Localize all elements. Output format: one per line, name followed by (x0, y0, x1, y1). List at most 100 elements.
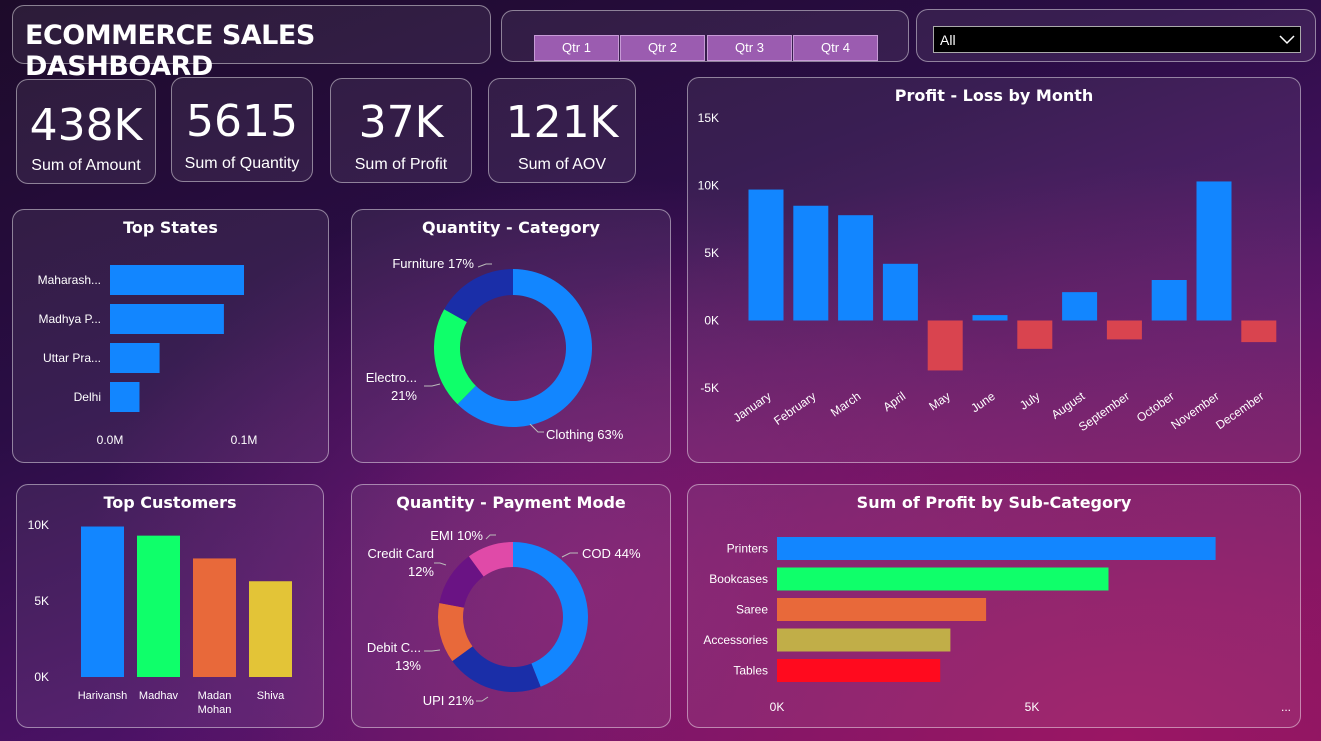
bar (777, 567, 1109, 591)
bar (110, 304, 224, 334)
chevron-down-icon (1279, 35, 1295, 45)
kpi-value: 438K (29, 100, 143, 151)
tick-label: 0.1M (231, 433, 258, 447)
kpi-card-amount: 438K Sum of Amount (16, 79, 156, 184)
x-tick-label: July (1017, 389, 1043, 413)
donut-slice (457, 269, 592, 427)
x-tick-label: April (880, 389, 908, 414)
filter-dropdown[interactable]: All (933, 26, 1301, 53)
donut-slice (513, 542, 588, 687)
top-customers-chart: Top Customers 10K 5K 0K Harivansh Madhav Mada… (16, 484, 324, 728)
x-tick-label: December (1213, 389, 1266, 432)
x-tick-label: May (926, 389, 953, 413)
bar (777, 598, 987, 621)
donut-slice (444, 269, 513, 322)
top-states-chart: Top States Maharash... Madhya P... Uttar P… (12, 209, 329, 463)
chart-title: Quantity - Payment Mode (396, 493, 626, 512)
chart-title: Top Customers (103, 493, 237, 512)
leader-line (424, 383, 441, 387)
more-indicator: ... (1281, 700, 1291, 714)
profit-loss-month-chart: Profit - Loss by Month 15K 10K 5K 0K -5K Janu… (687, 77, 1301, 463)
quarter-button-3[interactable]: Qtr 3 (707, 35, 792, 61)
bar (777, 659, 941, 682)
bar (193, 558, 236, 677)
kpi-card-quantity: 5615 Sum of Quantity (171, 77, 313, 182)
leader-line (434, 562, 447, 566)
kpi-label: Sum of Profit (354, 156, 448, 173)
x-tick-label: Harivansh (78, 690, 128, 702)
leader-line (477, 263, 492, 268)
kpi-value: 5615 (186, 96, 298, 147)
bar (1241, 320, 1277, 343)
bar (838, 215, 874, 321)
x-tick-label: Mohan (198, 704, 232, 716)
quarter-button-4[interactable]: Qtr 4 (793, 35, 878, 61)
donut-slice (439, 556, 484, 608)
bar (1151, 280, 1187, 321)
x-tick-label: January (731, 389, 774, 425)
chart-title: Top States (123, 218, 218, 237)
kpi-card-profit: 37K Sum of Profit (330, 78, 472, 183)
page-title: ECOMMERCE SALES DASHBOARD (25, 20, 315, 82)
x-tick-label: August (1049, 389, 1088, 422)
bar (249, 581, 292, 677)
category-label: Delhi (74, 390, 101, 404)
kpi-label: Sum of Quantity (184, 155, 300, 172)
x-tick-label: Shiva (257, 690, 285, 702)
category-label: Maharash... (38, 273, 101, 287)
bar (1106, 320, 1142, 340)
category-label: Saree (736, 603, 768, 617)
leader-line (476, 696, 489, 702)
bar (748, 189, 784, 321)
leader-line (529, 423, 544, 433)
bar (927, 320, 963, 371)
x-tick-label: March (828, 389, 863, 420)
bar (1196, 181, 1232, 321)
kpi-value: 121K (505, 97, 619, 148)
x-tick-label: June (968, 389, 998, 416)
kpi-value: 37K (358, 97, 444, 148)
bar (110, 343, 160, 373)
profit-subcategory-plot: Printers Bookcases Saree Accessories Tables 0… (703, 537, 1291, 714)
quantity-category-plot: Clothing 63% Electro... 21% Furniture 17% (366, 256, 624, 442)
bar (882, 263, 918, 321)
slice-label: Debit C... (367, 640, 421, 655)
category-label: Madhya P... (39, 312, 101, 326)
category-label: Printers (727, 542, 768, 556)
bar (777, 537, 1216, 560)
donut-slice (468, 542, 513, 577)
y-tick-label: 10K (698, 179, 719, 193)
bar (1017, 320, 1053, 349)
x-tick-label: Madhav (139, 690, 179, 702)
quarter-button-1[interactable]: Qtr 1 (534, 35, 619, 61)
title-card: ECOMMERCE SALES DASHBOARD (12, 5, 491, 82)
donut-slice (438, 602, 473, 662)
quarter-button-2[interactable]: Qtr 2 (620, 35, 705, 61)
top-customers-plot: 10K 5K 0K Harivansh Madhav Madan Mohan Shiva (28, 518, 292, 716)
y-tick-label: 5K (704, 246, 719, 260)
x-tick-label: Madan (198, 690, 232, 702)
bar (972, 315, 1008, 321)
donut-slice (452, 646, 541, 692)
category-label: Accessories (703, 633, 768, 647)
bar (793, 205, 829, 321)
y-tick-label: 0K (704, 314, 719, 328)
slice-label: Credit Card (368, 546, 434, 561)
top-states-plot: Maharash... Madhya P... Uttar Pra... Delhi 0… (38, 265, 258, 447)
quarter-slicer: Qtr 1 Qtr 2 Qtr 3 Qtr 4 (501, 10, 909, 62)
leader-line (485, 534, 496, 540)
tick-label: 5K (1025, 700, 1040, 714)
donut-slice (434, 309, 476, 405)
bar (110, 382, 140, 412)
x-tick-label: February (771, 389, 818, 428)
category-label: Bookcases (709, 572, 768, 586)
tick-label: 0K (770, 700, 785, 714)
y-tick-label: 15K (698, 111, 719, 125)
kpi-card-aov: 121K Sum of AOV (488, 78, 636, 183)
y-tick-label: -5K (700, 381, 719, 395)
slice-label: COD 44% (582, 546, 641, 561)
y-tick-label: 5K (34, 594, 49, 608)
bar (81, 526, 124, 677)
x-tick-label: November (1168, 389, 1221, 432)
